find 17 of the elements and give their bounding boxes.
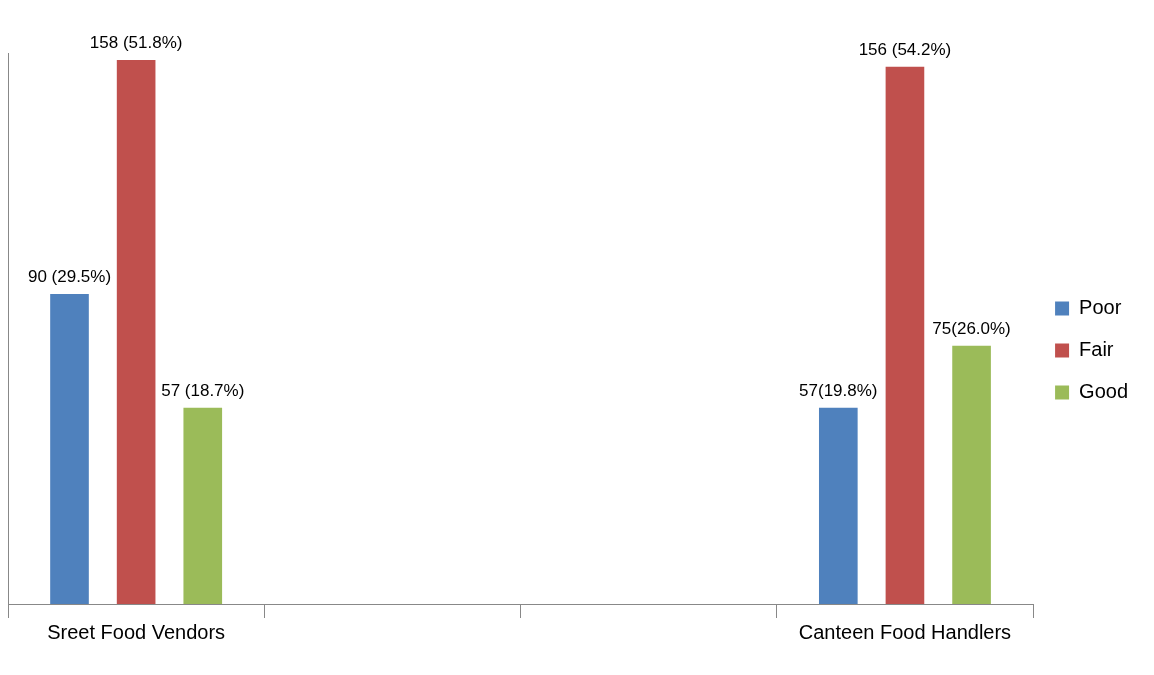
legend-label: Poor <box>1079 296 1122 319</box>
bar <box>50 294 89 604</box>
bar <box>116 59 156 604</box>
data-label: 90 (29.5%) <box>27 267 112 287</box>
data-label: 57 (18.7%) <box>161 380 245 400</box>
data-label: 57(19.8%) <box>799 380 878 400</box>
data-label: 156 (54.2%) <box>858 39 952 59</box>
bar <box>183 407 223 604</box>
bar <box>818 407 858 604</box>
x-tick-label: Sreet Food Vendors <box>47 620 226 643</box>
data-label: 158 (51.8%) <box>89 33 183 53</box>
data-label: 75(26.0%) <box>932 318 1011 338</box>
legend-label: Fair <box>1079 338 1114 361</box>
bar <box>885 66 925 604</box>
legend-label: Good <box>1079 380 1129 403</box>
bar <box>952 345 991 604</box>
x-tick-label: Canteen Food Handlers <box>798 620 1012 643</box>
